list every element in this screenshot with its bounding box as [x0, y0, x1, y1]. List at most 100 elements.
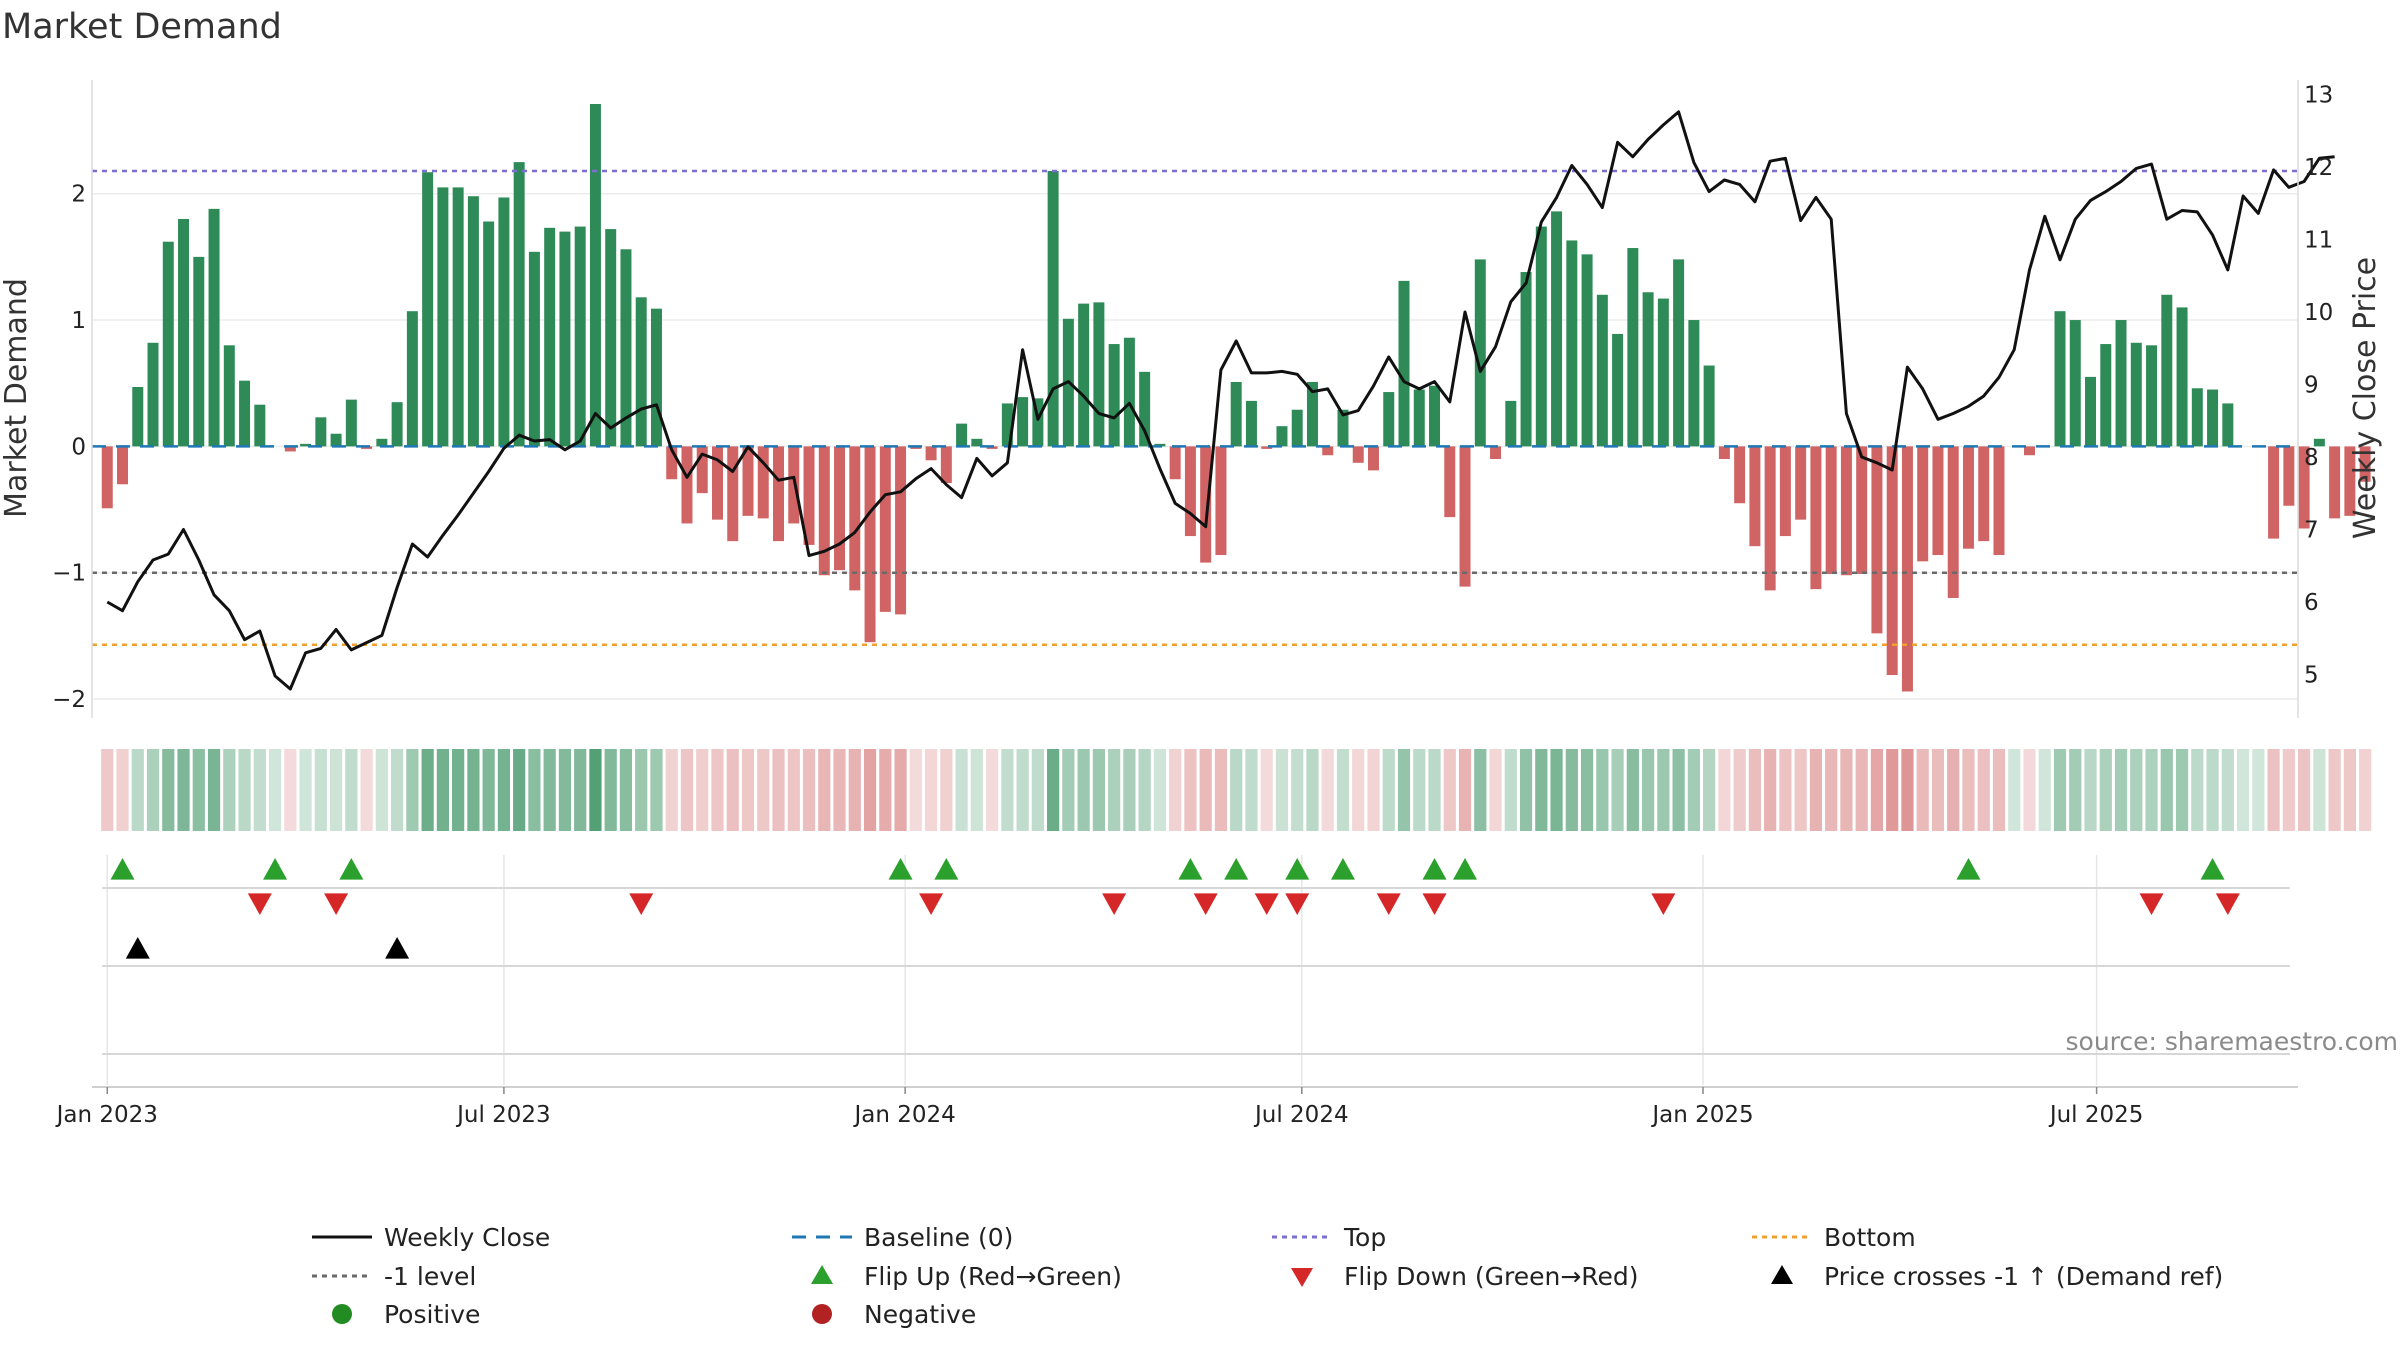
demand-bar	[2069, 320, 2081, 447]
heat-strip-cell	[2359, 749, 2372, 831]
flip-up-marker	[934, 858, 959, 880]
heat-strip-cell	[1947, 749, 1960, 831]
legend-label: Price crosses -1 ↑ (Demand ref)	[1824, 1262, 2223, 1291]
heat-strip-cell	[2282, 749, 2295, 831]
flip-up-marker	[1224, 858, 1249, 880]
legend-entry: Flip Up (Red→Green)	[811, 1262, 1122, 1291]
demand-bar	[574, 226, 586, 447]
heat-strip-cell	[467, 749, 480, 831]
demand-bar	[1093, 302, 1105, 447]
heat-strip-cell	[1519, 749, 1533, 831]
demand-bar	[422, 172, 434, 447]
heat-strip-cell	[1077, 749, 1090, 831]
demand-bar	[467, 196, 479, 447]
demand-bar	[513, 162, 525, 447]
heat-strip-cell	[2328, 749, 2341, 831]
demand-bar	[925, 446, 937, 461]
heat-strip-cell	[726, 749, 739, 831]
x-tick-label: Jul 2023	[455, 1102, 551, 1128]
demand-bar	[437, 187, 449, 447]
legend-entry: Flip Down (Green→Red)	[1291, 1262, 1639, 1291]
demand-bar	[208, 208, 220, 447]
heat-strip-cell	[558, 749, 572, 831]
heat-strip-cell	[101, 749, 114, 831]
heat-strip-cell	[2053, 749, 2067, 831]
flip-up-marker	[1178, 858, 1203, 880]
flip-down-marker	[1376, 893, 1401, 915]
heat-strip-cell	[1031, 749, 1044, 831]
heat-strip-cell	[146, 749, 160, 831]
demand-bar	[1978, 446, 1990, 542]
heat-strip-cell	[924, 749, 938, 831]
demand-bar	[1444, 446, 1456, 518]
heat-strip-cell	[894, 749, 907, 831]
demand-bar	[315, 417, 327, 447]
heat-strip-cell	[1474, 749, 1487, 831]
y-right-tick: 9	[2304, 373, 2319, 399]
x-tick-label: Jan 2023	[55, 1102, 158, 1128]
heat-strip-cell	[1016, 749, 1029, 831]
heat-strip-cell	[2267, 749, 2280, 831]
heat-strip-cell	[2038, 749, 2051, 831]
heat-strip-cell	[879, 749, 892, 831]
demand-bar	[1749, 446, 1761, 547]
heat-strip-cell	[406, 749, 419, 831]
demand-bar	[773, 446, 785, 542]
demand-bar	[2283, 446, 2295, 506]
demand-bar	[452, 187, 464, 447]
flip-down-marker	[629, 893, 654, 915]
heat-strip-cell	[2130, 749, 2143, 831]
heat-strip-cell	[1184, 749, 1197, 831]
demand-bar	[1398, 280, 1410, 447]
legend-label: Baseline (0)	[864, 1223, 1013, 1252]
demand-bar	[406, 311, 418, 447]
demand-bar	[1871, 446, 1883, 634]
heat-strip-cell	[574, 749, 587, 831]
heat-strip-cell	[1931, 749, 1945, 831]
demand-bar	[956, 423, 968, 447]
heat-strip-cell	[421, 749, 434, 831]
heat-strip-cell	[1535, 749, 1548, 831]
demand-bar	[2268, 446, 2280, 539]
heat-strip-cell	[207, 749, 221, 831]
demand-bar	[239, 380, 251, 447]
demand-bar	[742, 446, 754, 516]
heat-strip-cell	[1458, 749, 1472, 831]
demand-bar	[1245, 400, 1257, 447]
heat-strip-cell	[284, 749, 297, 831]
x-tick-label: Jan 2024	[852, 1102, 955, 1128]
heat-strip-cell	[1306, 749, 1319, 831]
heat-strip-cell	[345, 749, 358, 831]
demand-bar	[879, 446, 891, 612]
heat-strip-cell	[1748, 749, 1761, 831]
flip-up-marker	[263, 858, 288, 880]
flip-up-marker	[110, 858, 135, 880]
demand-bar	[1230, 381, 1242, 447]
demand-bar	[1291, 409, 1303, 447]
heat-strip-cell	[757, 749, 770, 831]
demand-bar	[1581, 254, 1593, 447]
flip-down-marker	[324, 893, 349, 915]
demand-bar	[1673, 259, 1685, 447]
heat-strip-cell	[1962, 749, 1975, 831]
demand-bar	[1383, 392, 1395, 447]
heat-strip-cell	[1611, 749, 1624, 831]
y-right-tick: 6	[2304, 590, 2319, 616]
heat-strip-cell	[1214, 749, 1228, 831]
heat-strip-cell	[1443, 749, 1456, 831]
legend-entry: Bottom	[1752, 1223, 1916, 1252]
heat-strip-cell	[1977, 749, 1990, 831]
heat-strip-cell	[1260, 749, 1273, 831]
demand-bar	[2146, 345, 2158, 447]
heat-strip-cell	[1809, 749, 1823, 831]
flip-down-marker	[1422, 893, 1447, 915]
demand-bar	[361, 446, 373, 449]
demand-bars	[101, 104, 2371, 692]
demand-bar	[1368, 446, 1379, 471]
heat-strip-cell	[589, 749, 602, 831]
demand-bar	[849, 446, 861, 591]
heat-strip-cell	[1641, 749, 1655, 831]
demand-bar	[1840, 446, 1852, 576]
heat-strip-cell	[2298, 749, 2311, 831]
heat-strip-cell	[2221, 749, 2234, 831]
